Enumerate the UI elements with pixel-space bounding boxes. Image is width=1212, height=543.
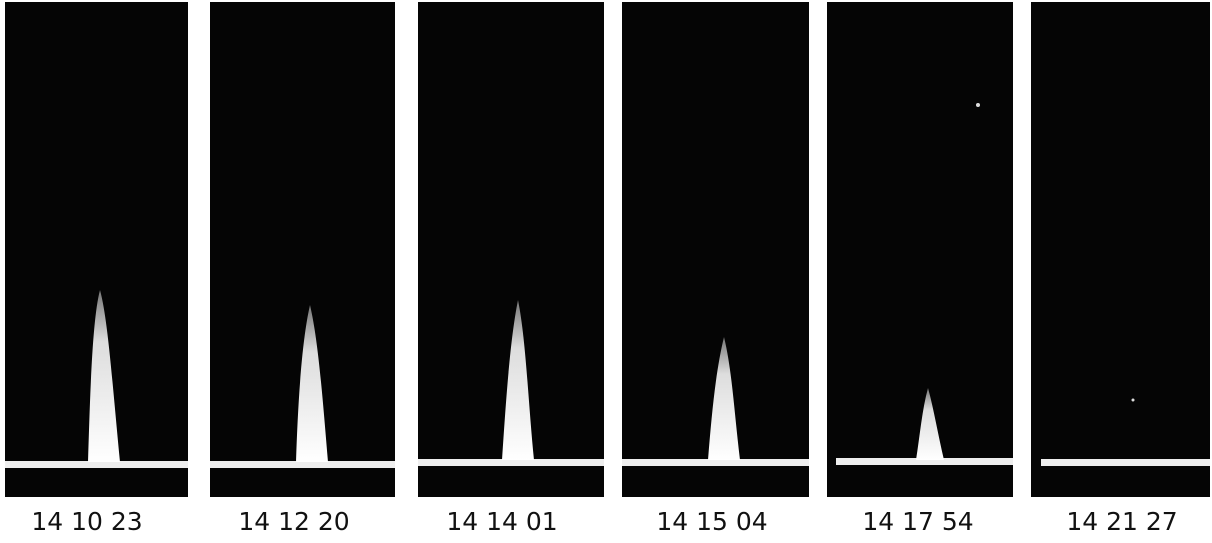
time-label: 14 15 04	[656, 507, 767, 536]
plumes	[88, 290, 944, 462]
time-label: 14 10 23	[31, 507, 142, 536]
photo-panel	[827, 2, 1013, 497]
time-label: 14 14 01	[446, 507, 557, 536]
time-label: 14 17 54	[862, 507, 973, 536]
time-label: 14 12 20	[238, 507, 349, 536]
time-label: 14 21 27	[1066, 507, 1177, 536]
ground-lines	[5, 458, 1210, 468]
speck	[976, 103, 980, 107]
photo-panel	[1031, 2, 1210, 497]
speck	[1131, 398, 1135, 402]
